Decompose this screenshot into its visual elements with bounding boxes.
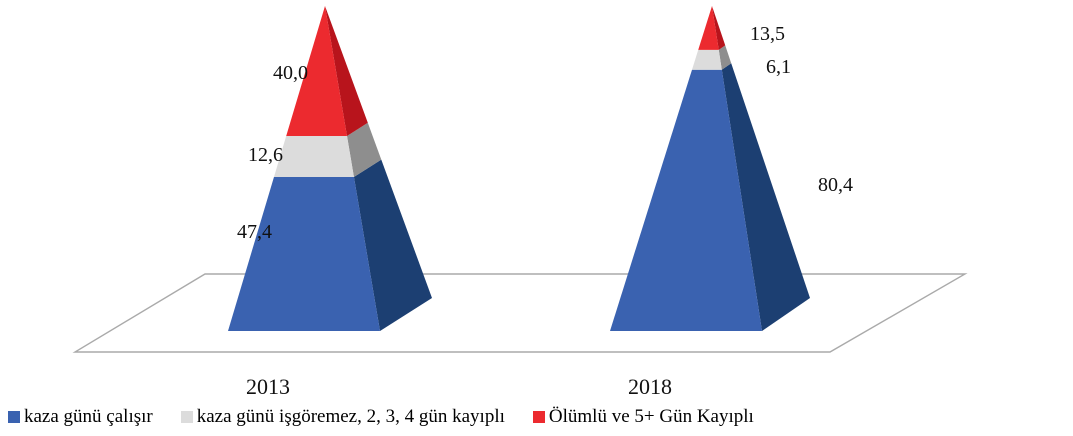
legend-swatch-s2 [180,411,193,423]
segment-2018-s2-side [718,45,732,70]
segment-2013-s2-side [347,122,382,177]
value-label-2018-s1: 80,4 [818,174,853,196]
value-label-group: 47,4 12,6 40,0 80,4 6,1 13,5 [237,23,853,243]
legend-item-s3: Ölümlü ve 5+ Gün Kayıplı [532,406,754,428]
category-label-group: 2013 2018 [246,374,672,399]
segment-2018-s3-side [712,6,726,50]
segment-2013-s3-side [325,6,368,136]
legend-swatch-s1 [8,411,20,423]
segment-2013-s2-front [273,136,354,177]
value-label-2018-s2: 6,1 [766,56,791,78]
chart-floor [72,273,968,353]
pyramid-group [228,6,810,332]
value-label-2018-s3: 13,5 [750,23,785,45]
legend-item-s1: kaza günü çalışır [8,406,153,428]
segment-2018-s2-front [692,49,722,70]
value-label-2013-s3: 40,0 [273,62,308,84]
segment-2018-s1-side [721,63,810,332]
segment-2013-s1-front [228,176,380,331]
legend-swatch-s3 [532,411,545,423]
legend-label-s2: kaza günü işgöremez, 2, 3, 4 gün kayıplı [196,406,505,427]
legend-item-s2: kaza günü işgöremez, 2, 3, 4 gün kayıplı [180,406,505,428]
segment-2013-s1-side [353,159,432,331]
pyramid-chart: 47,4 12,6 40,0 80,4 6,1 13,5 2013 2018 [72,6,968,399]
category-label-2018: 2018 [628,374,672,399]
legend-label-s3: Ölümlü ve 5+ Gün Kayıplı [548,406,754,427]
segment-2018-s3-front [698,6,719,50]
value-label-2013-s2: 12,6 [248,144,283,166]
value-label-2013-s1: 47,4 [237,221,272,243]
segment-2013-s3-front [286,6,347,136]
legend-label-s1: kaza günü çalışır [24,406,153,427]
category-label-2013: 2013 [246,374,290,399]
chart-legend: kaza günü çalışır kaza günü işgöremez, 2,… [8,402,1068,432]
segment-2018-s1-front [610,69,762,331]
